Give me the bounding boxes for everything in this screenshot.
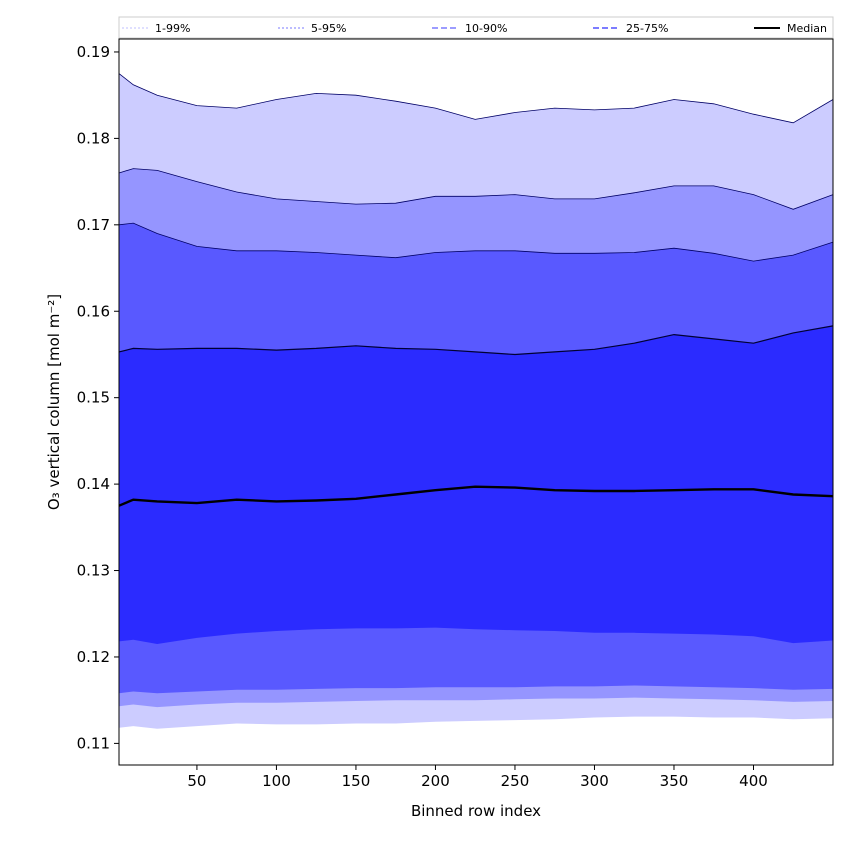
y-tick-label: 0.12 bbox=[77, 648, 110, 666]
x-tick-label: 150 bbox=[342, 772, 371, 790]
legend-label-4: Median bbox=[787, 22, 827, 35]
legend: 1-99% 5-95% 10-90% 25-75% Median bbox=[118, 16, 834, 39]
y-tick-label: 0.18 bbox=[77, 129, 110, 147]
y-axis-label: O₃ vertical column [mol m⁻²] bbox=[45, 294, 63, 510]
band-upper-edge-1 bbox=[118, 168, 834, 210]
y-tick-label: 0.11 bbox=[77, 734, 110, 752]
legend-label-2: 10-90% bbox=[465, 22, 507, 35]
legend-box bbox=[118, 16, 834, 39]
legend-label-1: 5-95% bbox=[311, 22, 346, 35]
y-tick-label: 0.15 bbox=[77, 389, 110, 407]
legend-label-3: 25-75% bbox=[626, 22, 668, 35]
y-tick-label: 0.16 bbox=[77, 302, 110, 320]
x-tick-label: 400 bbox=[739, 772, 768, 790]
x-tick-label: 300 bbox=[580, 772, 609, 790]
y-tick-label: 0.13 bbox=[77, 562, 110, 580]
x-axis-label: Binned row index bbox=[411, 802, 541, 820]
x-tick-label: 350 bbox=[660, 772, 689, 790]
y-tick-label: 0.19 bbox=[77, 43, 110, 61]
x-tick-label: 50 bbox=[187, 772, 206, 790]
y-tick-label: 0.14 bbox=[77, 475, 110, 493]
band-area-3 bbox=[119, 325, 833, 644]
series-line-1 bbox=[118, 485, 834, 507]
x-tick-label: 200 bbox=[421, 772, 450, 790]
lines-layer bbox=[118, 325, 834, 507]
x-tick-label: 250 bbox=[501, 772, 530, 790]
bands-layer bbox=[118, 73, 834, 729]
x-tick-label: 100 bbox=[262, 772, 291, 790]
axes-layer: 50 100 150 200 250 300 350 400 0.11 0.12 0.13 0.14 0… bbox=[77, 38, 834, 790]
y-tick-label: 0.17 bbox=[77, 216, 110, 234]
legend-label-0: 1-99% bbox=[155, 22, 190, 35]
band-upper-edge-2 bbox=[118, 222, 834, 262]
series-line-0 bbox=[118, 325, 834, 356]
band-upper-edge-0 bbox=[118, 73, 834, 124]
plot-frame bbox=[118, 38, 834, 766]
